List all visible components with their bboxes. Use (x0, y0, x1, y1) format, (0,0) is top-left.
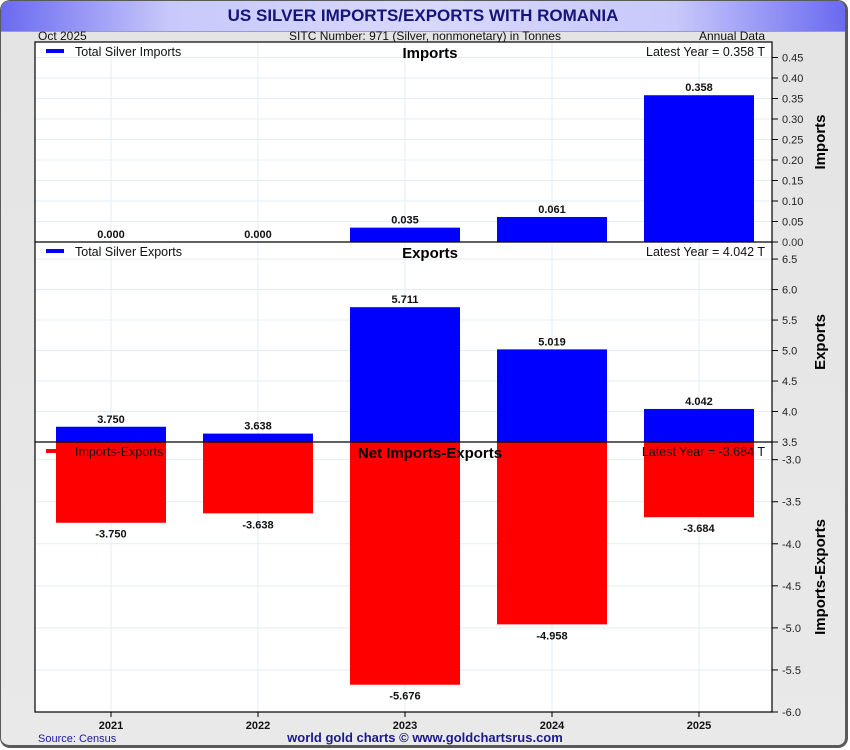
frequency-label: Annual Data (699, 29, 766, 43)
data-label: -3.684 (683, 523, 715, 535)
data-label: 0.000 (97, 229, 125, 241)
y-tick-label: 4.0 (782, 407, 797, 419)
bar-exports-2024 (497, 349, 607, 442)
bar-net-imports-exports-2025 (644, 442, 754, 518)
bar-imports-2025 (644, 95, 754, 242)
x-tick-label: 2022 (246, 720, 270, 732)
y-tick-label: 0.20 (782, 155, 803, 167)
title-bar: US SILVER IMPORTS/EXPORTS WITH ROMANIA (1, 1, 845, 32)
x-tick-label: 2021 (99, 720, 123, 732)
y-tick-label: -5.5 (782, 665, 801, 677)
y-tick-label: 5.5 (782, 315, 797, 327)
bar-exports-2023 (350, 307, 460, 442)
y-axis-title: Imports-Exports (812, 519, 829, 635)
x-tick-label: 2023 (393, 720, 417, 732)
bar-net-imports-exports-2022 (203, 442, 313, 514)
panel-title: Imports (402, 45, 457, 62)
y-tick-label: -4.5 (782, 581, 801, 593)
latest-year-label: Latest Year = 0.358 T (646, 45, 765, 59)
x-tick-label: 2025 (687, 720, 711, 732)
y-axis-title: Exports (812, 314, 829, 370)
date-label: Oct 2025 (38, 29, 87, 43)
y-tick-label: 5.0 (782, 346, 797, 358)
bar-imports-2023 (350, 227, 460, 242)
y-tick-label: 0.35 (782, 93, 803, 105)
bar-net-imports-exports-2024 (497, 442, 607, 625)
panel-title: Exports (402, 245, 458, 262)
data-label: 5.019 (538, 336, 566, 348)
source-label: Source: Census (38, 733, 117, 745)
y-tick-label: 3.5 (782, 437, 797, 449)
y-tick-label: 0.15 (782, 175, 803, 187)
bar-net-imports-exports-2023 (350, 442, 460, 685)
y-tick-label: -3.0 (782, 455, 801, 467)
bar-imports-2024 (497, 216, 607, 242)
chart-title: US SILVER IMPORTS/EXPORTS WITH ROMANIA (227, 6, 619, 25)
data-label: -3.750 (95, 529, 126, 541)
y-tick-label: -4.0 (782, 539, 801, 551)
bar-exports-2025 (644, 408, 754, 442)
credit-label: world gold charts © www.goldchartsrus.co… (287, 730, 563, 745)
panel-title: Net Imports-Exports (358, 445, 502, 462)
legend-swatch (46, 49, 64, 53)
y-tick-label: -3.5 (782, 497, 801, 509)
y-tick-label: 0.00 (782, 237, 803, 249)
bar-exports-2022 (203, 433, 313, 442)
y-tick-label: -6.0 (782, 707, 801, 719)
data-label: 0.035 (391, 215, 419, 227)
y-tick-label: 4.5 (782, 376, 797, 388)
data-label: -4.958 (536, 630, 567, 642)
data-label: 3.638 (244, 421, 272, 433)
y-tick-label: 0.25 (782, 134, 803, 146)
latest-year-label: Latest Year = -3.684 T (642, 445, 765, 459)
data-label: 4.042 (685, 396, 713, 408)
y-tick-label: 0.45 (782, 52, 803, 64)
latest-year-label: Latest Year = 4.042 T (646, 245, 765, 259)
data-label: 0.061 (538, 204, 566, 216)
data-label: -3.638 (242, 519, 273, 531)
subtitle: SITC Number: 971 (Silver, nonmonetary) i… (289, 29, 561, 43)
data-label: 5.711 (392, 294, 419, 306)
legend-label: Total Silver Imports (75, 45, 181, 59)
y-tick-label: 6.5 (782, 254, 797, 266)
bar-exports-2021 (56, 426, 166, 442)
data-label: 0.358 (685, 82, 713, 94)
data-label: 0.000 (244, 229, 272, 241)
y-tick-label: 0.40 (782, 73, 803, 85)
y-tick-label: -5.0 (782, 623, 801, 635)
legend-swatch (46, 249, 64, 253)
y-tick-label: 0.05 (782, 216, 803, 228)
y-tick-label: 0.30 (782, 114, 803, 126)
data-label: 3.750 (97, 414, 125, 426)
x-tick-label: 2024 (540, 720, 565, 732)
bar-net-imports-exports-2021 (56, 442, 166, 523)
data-label: -5.676 (389, 691, 420, 703)
legend-swatch (46, 449, 64, 453)
y-tick-label: 6.0 (782, 285, 797, 297)
y-tick-label: 0.10 (782, 196, 803, 208)
legend-label: Imports-Exports (75, 445, 163, 459)
plot-border (34, 41, 773, 713)
y-axis-title: Imports (812, 114, 829, 169)
legend-label: Total Silver Exports (75, 245, 182, 259)
